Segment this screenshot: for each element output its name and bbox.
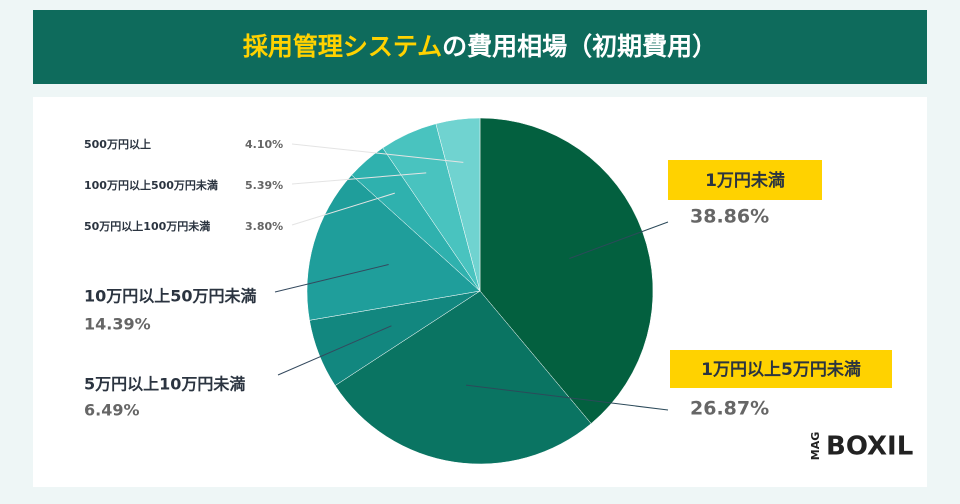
label-box xyxy=(670,350,892,388)
logo: MAG BOXIL xyxy=(809,432,913,462)
logo-name: BOXIL xyxy=(826,432,913,462)
category-label: 5万円以上10万円未満 xyxy=(84,375,245,394)
category-label: 500万円以上 xyxy=(84,137,151,151)
category-label: 1万円未満 xyxy=(705,170,785,191)
value-label: 4.10% xyxy=(245,138,283,151)
leader-line xyxy=(291,172,427,185)
leader-line xyxy=(277,325,392,376)
leader-line xyxy=(291,192,395,226)
category-label: 100万円以上500万円未満 xyxy=(84,178,218,192)
leader-line xyxy=(465,384,669,411)
chart-title: 採用管理システムの費用相場（初期費用） xyxy=(243,32,717,61)
leader-line xyxy=(569,221,669,259)
logo-mag: MAG xyxy=(809,432,822,461)
leader-line xyxy=(274,263,389,293)
value-label: 38.86% xyxy=(690,206,769,228)
value-label: 6.49% xyxy=(84,401,140,420)
value-label: 3.80% xyxy=(245,220,283,233)
category-label: 50万円以上100万円未満 xyxy=(84,219,210,233)
category-label: 10万円以上50万円未満 xyxy=(84,287,257,306)
title-rest: の費用相場（初期費用） xyxy=(442,32,717,61)
category-label: 1万円以上5万円未満 xyxy=(701,359,861,380)
pie-slice xyxy=(334,290,592,465)
value-label: 26.87% xyxy=(690,398,769,420)
value-label: 5.39% xyxy=(245,179,283,192)
header-band xyxy=(33,10,927,84)
leader-line xyxy=(291,143,464,163)
title-highlight: 採用管理システム xyxy=(243,32,442,61)
label-box xyxy=(668,160,822,200)
pie-slice xyxy=(435,117,481,292)
pie-slice xyxy=(306,174,481,321)
value-label: 14.39% xyxy=(84,315,151,334)
